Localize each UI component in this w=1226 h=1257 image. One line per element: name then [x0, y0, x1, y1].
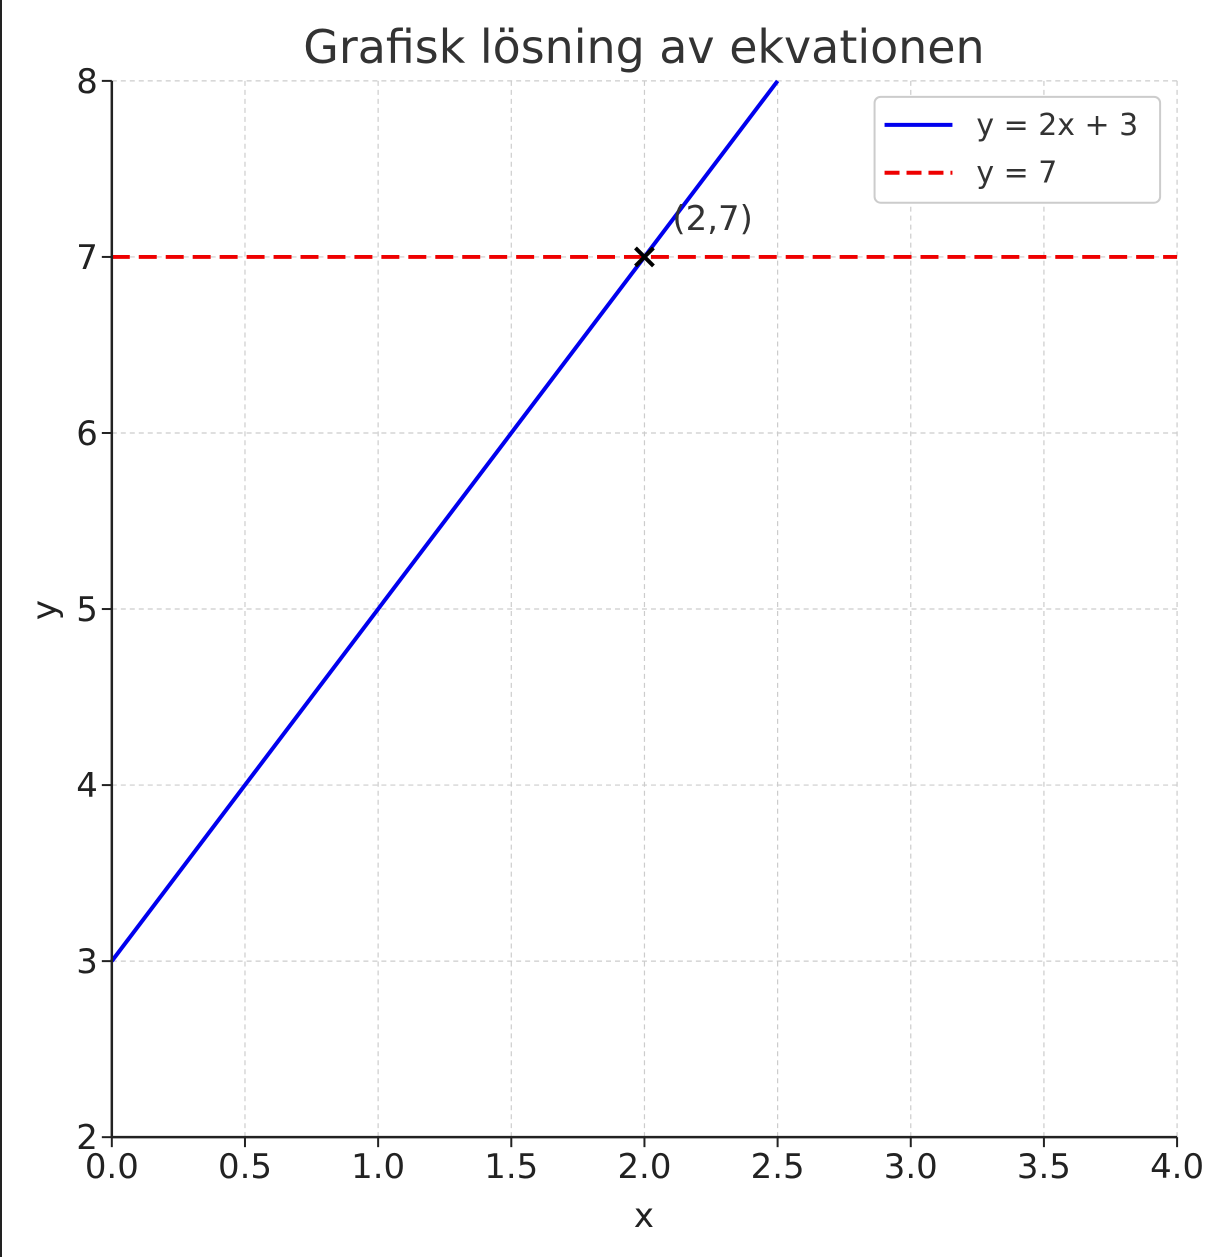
x-tick-label: 0.5 [218, 1147, 272, 1187]
x-tick-label: 1.5 [484, 1147, 538, 1187]
x-tick-label: 3.0 [884, 1147, 938, 1187]
y-tick-label: 4 [76, 766, 98, 806]
x-tick-label: 4.0 [1150, 1147, 1204, 1187]
x-tick-label: 2.5 [751, 1147, 805, 1187]
y-tick-label: 8 [76, 62, 98, 102]
x-axis-label: x [634, 1196, 654, 1236]
series-layer [110, 79, 1178, 963]
y-tick-label: 7 [76, 238, 98, 278]
y-tick-label: 3 [76, 942, 98, 982]
y-ticks: 2 3 4 5 6 7 8 [76, 62, 112, 1158]
intersection-label: (2,7) [672, 199, 752, 239]
x-tick-label: 0.0 [85, 1147, 139, 1187]
y-tick-label: 5 [76, 590, 98, 630]
grid [111, 80, 1178, 1138]
y-tick-label: 6 [76, 414, 98, 454]
chart-title: Grafisk lösning av ekvationen [303, 20, 984, 74]
x-tick-label: 1.0 [351, 1147, 405, 1187]
x-ticks: 0.0 0.5 1.0 1.5 2.0 2.5 3.0 3.5 4.0 [85, 1137, 1204, 1187]
legend: y = 2x + 3 y = 7 [873, 95, 1162, 204]
x-tick-label: 3.5 [1017, 1147, 1071, 1187]
intersection-marker-stroke-b [634, 246, 655, 268]
legend-label-2: y = 7 [976, 156, 1057, 191]
y-axis-label: y [25, 600, 65, 620]
y-tick-label: 2 [76, 1118, 98, 1158]
legend-label-1: y = 2x + 3 [976, 108, 1138, 143]
annotations: (2,7) [634, 199, 753, 268]
series-line-1 [110, 79, 780, 963]
x-tick-label: 2.0 [617, 1147, 671, 1187]
